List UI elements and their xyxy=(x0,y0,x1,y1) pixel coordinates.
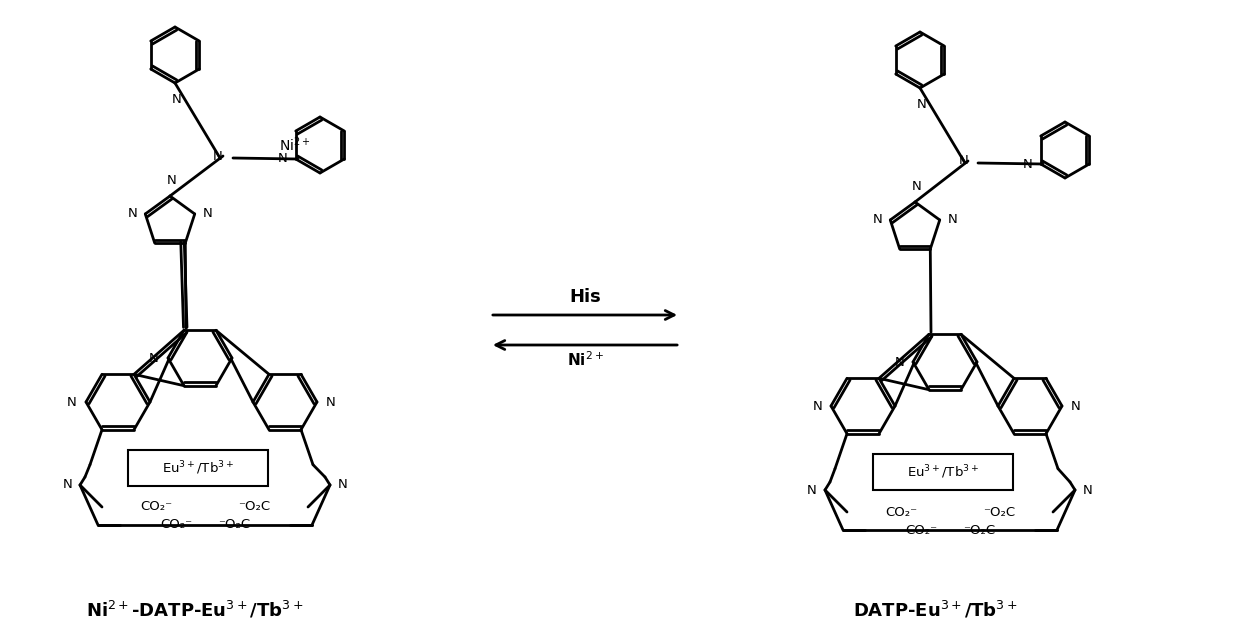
Text: N: N xyxy=(913,180,921,193)
Text: CO₂⁻: CO₂⁻ xyxy=(885,505,918,518)
Text: ⁻O₂C: ⁻O₂C xyxy=(218,518,250,532)
Text: N: N xyxy=(918,98,926,111)
Text: His: His xyxy=(569,288,601,306)
Text: N: N xyxy=(326,395,336,408)
Text: N: N xyxy=(67,395,77,408)
Text: CO₂⁻: CO₂⁻ xyxy=(160,518,192,532)
Text: DATP-Eu$^{3+}$/Tb$^{3+}$: DATP-Eu$^{3+}$/Tb$^{3+}$ xyxy=(853,599,1017,620)
Text: CO₂⁻: CO₂⁻ xyxy=(905,523,937,536)
Text: Ni$^{2+}$-DATP-Eu$^{3+}$/Tb$^{3+}$: Ni$^{2+}$-DATP-Eu$^{3+}$/Tb$^{3+}$ xyxy=(87,599,304,620)
Text: ⁻O₂C: ⁻O₂C xyxy=(963,523,994,536)
Text: N: N xyxy=(807,484,817,496)
Text: Eu$^{3+}$/Tb$^{3+}$: Eu$^{3+}$/Tb$^{3+}$ xyxy=(906,463,980,481)
Text: N: N xyxy=(339,478,347,491)
Text: N: N xyxy=(959,154,968,167)
Text: N: N xyxy=(1083,484,1092,496)
Text: ⁻O₂C: ⁻O₂C xyxy=(983,505,1016,518)
Text: N: N xyxy=(894,356,904,368)
Text: Ni$^{2+}$: Ni$^{2+}$ xyxy=(279,136,311,154)
Text: N: N xyxy=(213,150,223,163)
Text: N: N xyxy=(1071,399,1081,413)
Text: N: N xyxy=(128,208,138,221)
Text: N: N xyxy=(947,213,957,226)
Text: N: N xyxy=(812,399,822,413)
Text: N: N xyxy=(172,93,182,106)
Text: N: N xyxy=(167,174,177,187)
Text: Ni$^{2+}$: Ni$^{2+}$ xyxy=(567,350,604,369)
Text: N: N xyxy=(1023,158,1033,170)
Text: N: N xyxy=(202,208,212,221)
Text: ⁻O₂C: ⁻O₂C xyxy=(238,500,270,514)
Text: N: N xyxy=(149,352,159,365)
Text: N: N xyxy=(62,478,72,491)
Text: N: N xyxy=(873,213,883,226)
Text: Eu$^{3+}$/Tb$^{3+}$: Eu$^{3+}$/Tb$^{3+}$ xyxy=(162,459,234,477)
Text: CO₂⁻: CO₂⁻ xyxy=(140,500,172,514)
Text: N: N xyxy=(278,152,288,165)
